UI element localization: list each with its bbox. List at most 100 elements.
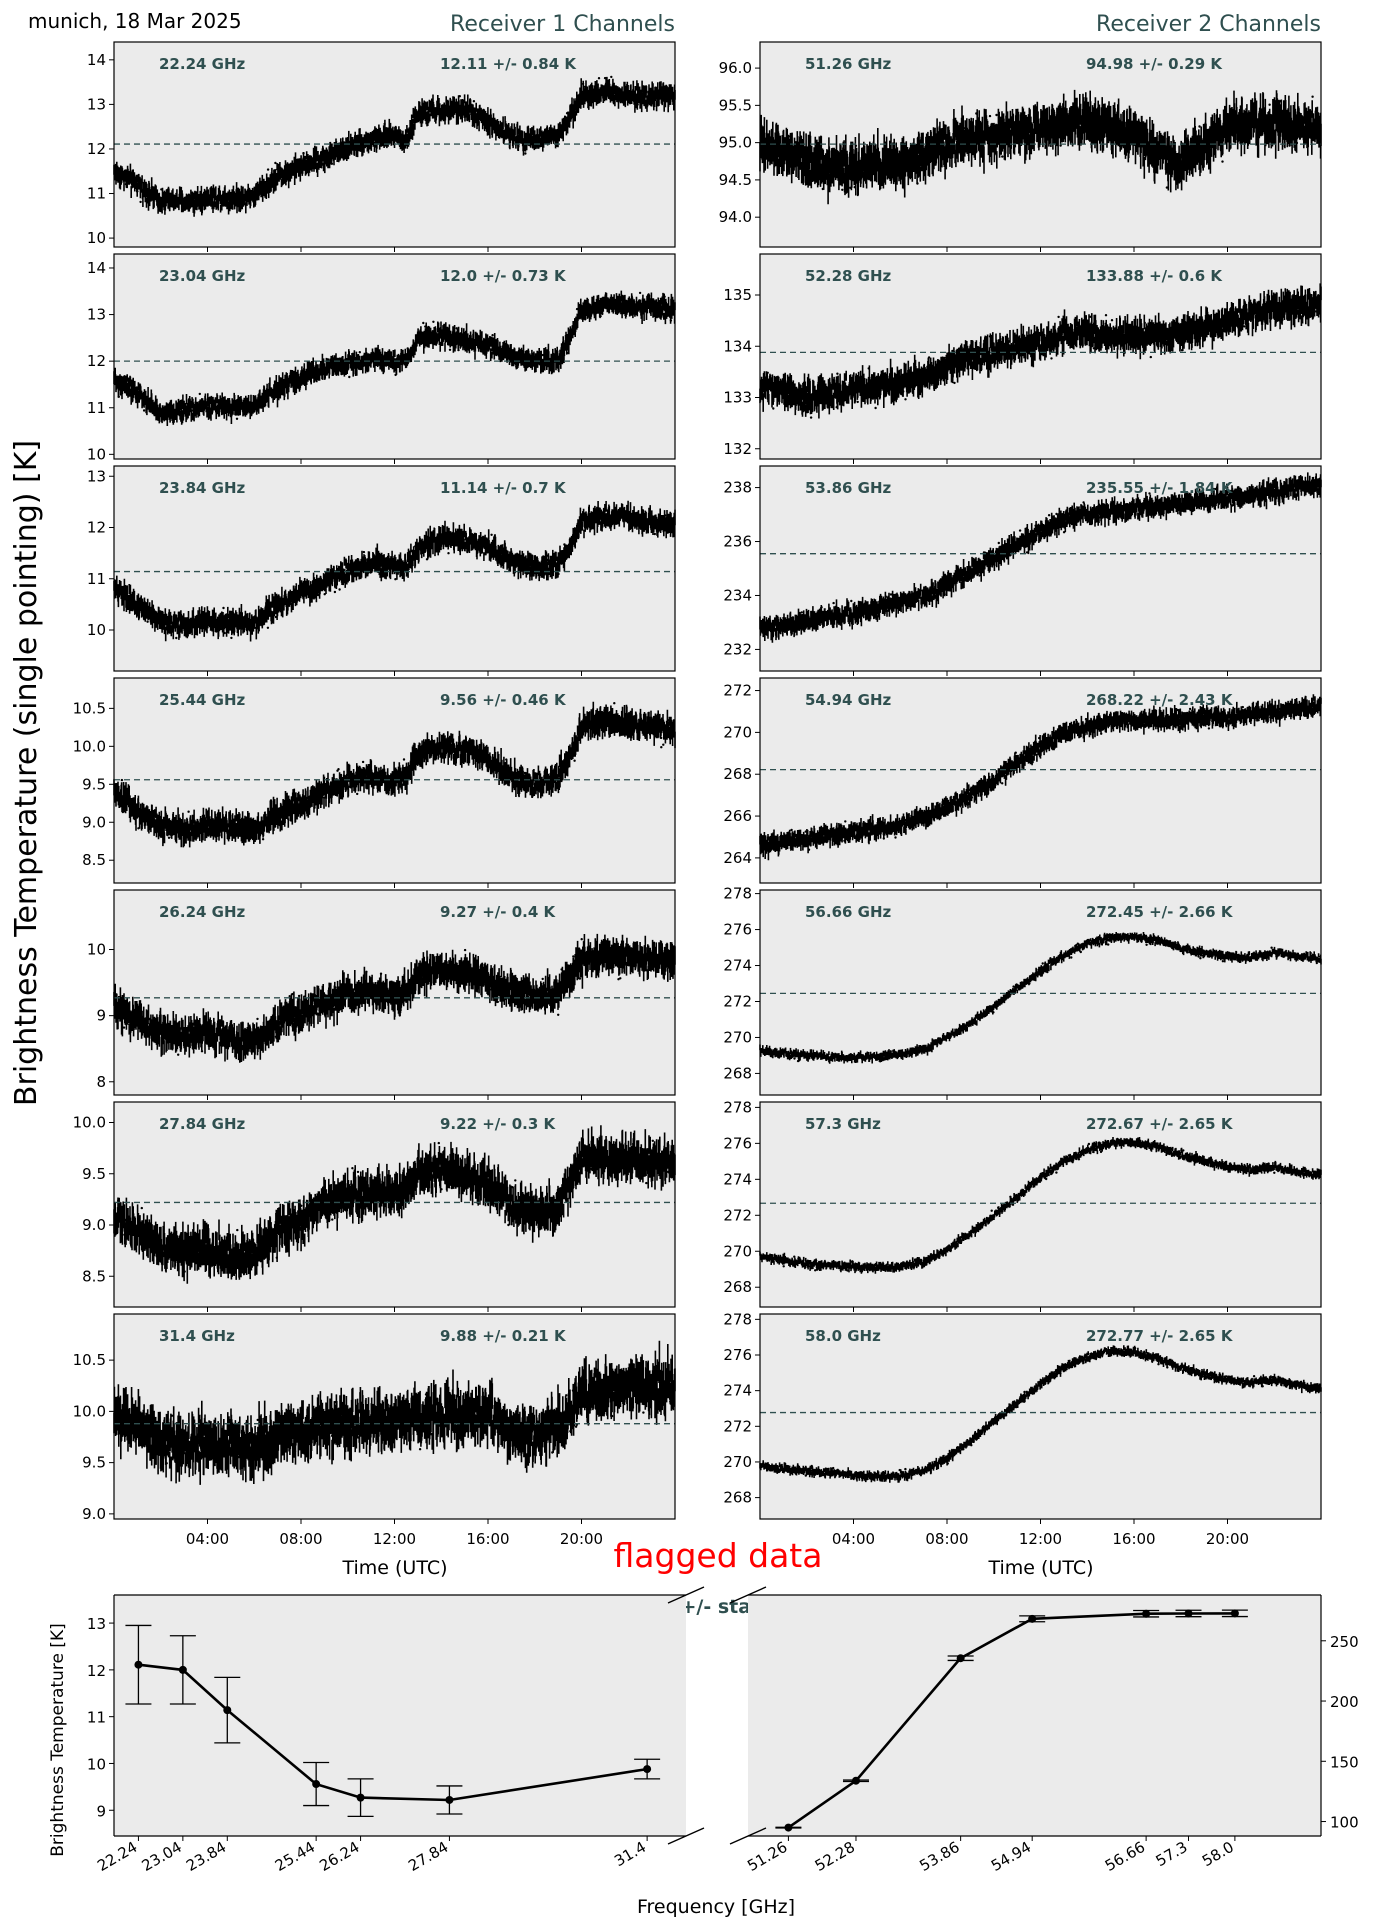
outlier-point (820, 606, 823, 609)
outlier-point (457, 744, 460, 747)
y-tick-label: 133 (723, 389, 752, 407)
outlier-point (1237, 1170, 1240, 1173)
y-tick-label: 10.5 (73, 1351, 106, 1369)
channel-frequency-label: 57.3 GHz (805, 1115, 881, 1133)
outlier-point (1067, 1154, 1071, 1157)
outlier-point (1100, 732, 1103, 735)
outlier-point (538, 138, 541, 141)
outlier-point (256, 1017, 259, 1021)
outlier-point (1241, 705, 1245, 709)
outlier-point (269, 799, 273, 802)
outlier-point (337, 1207, 340, 1211)
outlier-point (915, 1050, 918, 1054)
outlier-point (948, 1454, 952, 1457)
y-tick-label: 270 (723, 1453, 752, 1471)
outlier-point (521, 353, 524, 356)
panel-receiver1-3: 8.5 9.0 9.5 10.0 10.5 25.44 GHz 9.56 +/- 0.46 … (73, 677, 676, 888)
outlier-point (613, 702, 616, 705)
outlier-point (557, 572, 560, 576)
outlier-point (288, 995, 291, 998)
outlier-point (581, 82, 585, 86)
outlier-point (145, 1031, 149, 1034)
outlier-point (1295, 1172, 1298, 1175)
outlier-point (860, 1057, 864, 1060)
outlier-point (655, 1167, 658, 1170)
y-tick-label: 10 (87, 445, 106, 463)
outlier-point (1053, 732, 1056, 735)
mean-point (643, 1765, 652, 1774)
outlier-point (331, 1218, 334, 1221)
y-tick-label: 9 (96, 1007, 106, 1025)
y-tick-label: 200 (1330, 1693, 1359, 1711)
outlier-point (787, 150, 790, 153)
outlier-point (1302, 1168, 1305, 1172)
mean-point (223, 1706, 232, 1715)
outlier-point (1220, 1167, 1223, 1170)
y-tick-label: 100 (1330, 1814, 1359, 1832)
y-tick-label: 96.0 (719, 59, 752, 77)
outlier-point (1062, 531, 1066, 534)
outlier-point (402, 758, 406, 761)
outlier-point (127, 1415, 131, 1419)
y-tick-label: 132 (723, 440, 752, 458)
y-tick-label: 268 (723, 1278, 752, 1296)
outlier-point (275, 381, 278, 384)
outlier-point (642, 969, 645, 973)
outlier-point (1018, 758, 1021, 761)
outlier-point (379, 1427, 382, 1430)
channel-stat-label: 9.88 +/- 0.21 K (440, 1327, 567, 1345)
outlier-point (1268, 103, 1271, 106)
outlier-point (346, 566, 349, 569)
outlier-point (1065, 736, 1068, 739)
outlier-point (782, 1265, 785, 1268)
outlier-point (1097, 339, 1101, 342)
y-tick-label: 8 (96, 1073, 106, 1091)
outlier-point (979, 560, 982, 563)
outlier-point (1252, 1375, 1256, 1378)
outlier-point (1169, 1147, 1172, 1151)
outlier-point (545, 554, 549, 557)
outlier-point (422, 321, 425, 325)
outlier-point (573, 759, 576, 762)
outlier-point (577, 726, 580, 730)
outlier-point (1257, 1167, 1261, 1170)
y-tick-label: 135 (723, 286, 752, 304)
outlier-point (266, 626, 270, 629)
outlier-point (815, 1268, 819, 1271)
y-tick-label: 9.5 (82, 1454, 106, 1472)
outlier-point (1295, 141, 1299, 145)
outlier-point (983, 355, 986, 358)
outlier-point (1296, 707, 1299, 710)
outlier-point (1221, 160, 1224, 163)
outlier-point (565, 1394, 568, 1397)
outlier-point (835, 406, 838, 409)
frequency-tick-label: 22.24 (94, 1838, 140, 1875)
receiver2-title: Receiver 2 Channels (1096, 12, 1321, 37)
outlier-point (317, 593, 320, 597)
outlier-point (533, 1206, 536, 1210)
outlier-point (228, 1026, 231, 1030)
outlier-point (1133, 934, 1136, 937)
outlier-point (951, 349, 954, 353)
frequency-tick-label: 26.24 (316, 1838, 362, 1875)
outlier-point (133, 608, 137, 612)
outlier-point (190, 409, 193, 412)
frequency-tick-label: 54.94 (988, 1838, 1034, 1875)
outlier-point (769, 1049, 773, 1052)
outlier-point (548, 127, 551, 130)
outlier-point (821, 187, 824, 191)
outlier-point (988, 114, 992, 118)
y-tick-label: 95.0 (719, 134, 752, 152)
outlier-point (832, 1466, 835, 1470)
frequency-tick-label: 57.3 (1153, 1838, 1191, 1870)
outlier-point (463, 348, 467, 351)
outlier-point (580, 938, 583, 941)
outlier-point (200, 1050, 204, 1053)
outlier-point (405, 1403, 408, 1407)
outlier-point (1186, 951, 1189, 954)
outlier-point (1301, 701, 1305, 705)
outlier-point (1049, 1170, 1052, 1174)
outlier-point (160, 188, 163, 191)
outlier-point (1110, 319, 1114, 322)
outlier-point (766, 371, 769, 374)
